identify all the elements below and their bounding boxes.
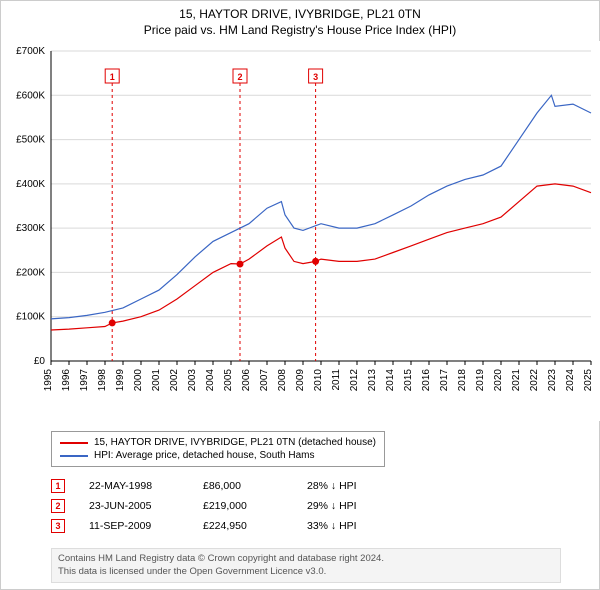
svg-text:2004: 2004 bbox=[205, 369, 216, 392]
sale-marker: 2 bbox=[51, 499, 65, 513]
svg-text:£400K: £400K bbox=[16, 179, 45, 190]
sale-diff: 28% ↓ HPI bbox=[307, 480, 397, 492]
svg-text:2002: 2002 bbox=[169, 369, 180, 392]
svg-text:2016: 2016 bbox=[421, 369, 432, 392]
svg-text:2010: 2010 bbox=[313, 369, 324, 392]
svg-text:2013: 2013 bbox=[367, 369, 378, 392]
legend: 15, HAYTOR DRIVE, IVYBRIDGE, PL21 0TN (d… bbox=[51, 431, 385, 467]
attribution-line1: Contains HM Land Registry data © Crown c… bbox=[58, 553, 554, 565]
svg-text:2006: 2006 bbox=[241, 369, 252, 392]
svg-text:2015: 2015 bbox=[403, 369, 414, 392]
svg-text:2007: 2007 bbox=[259, 369, 270, 392]
svg-text:2025: 2025 bbox=[583, 369, 594, 392]
svg-text:2017: 2017 bbox=[439, 369, 450, 392]
page-title: 15, HAYTOR DRIVE, IVYBRIDGE, PL21 0TN bbox=[1, 7, 599, 21]
sale-diff: 29% ↓ HPI bbox=[307, 500, 397, 512]
svg-text:2003: 2003 bbox=[187, 369, 198, 392]
svg-text:1999: 1999 bbox=[115, 369, 126, 392]
svg-text:2012: 2012 bbox=[349, 369, 360, 392]
legend-label: 15, HAYTOR DRIVE, IVYBRIDGE, PL21 0TN (d… bbox=[94, 437, 376, 448]
svg-text:2001: 2001 bbox=[151, 369, 162, 392]
legend-swatch bbox=[60, 455, 88, 457]
attribution-line2: This data is licensed under the Open Gov… bbox=[58, 566, 554, 578]
svg-text:£100K: £100K bbox=[16, 312, 45, 323]
legend-swatch bbox=[60, 442, 88, 444]
chart-svg: £0 £100K £200K £300K £400K £500K £600K £700K 199… bbox=[1, 41, 600, 421]
svg-text:2019: 2019 bbox=[475, 369, 486, 392]
sale-price: £224,950 bbox=[203, 520, 283, 532]
sale-row: 3 11-SEP-2009 £224,950 33% ↓ HPI bbox=[51, 516, 397, 536]
page-subtitle: Price paid vs. HM Land Registry's House … bbox=[1, 23, 599, 37]
svg-text:2009: 2009 bbox=[295, 369, 306, 392]
sale-price: £86,000 bbox=[203, 480, 283, 492]
attribution: Contains HM Land Registry data © Crown c… bbox=[51, 548, 561, 583]
sale-date: 11-SEP-2009 bbox=[89, 520, 179, 532]
sale-marker: 3 bbox=[51, 519, 65, 533]
svg-text:2020: 2020 bbox=[493, 369, 504, 392]
svg-text:1996: 1996 bbox=[61, 369, 72, 392]
svg-text:£600K: £600K bbox=[16, 90, 45, 101]
svg-text:2024: 2024 bbox=[565, 369, 576, 392]
svg-text:2011: 2011 bbox=[331, 369, 342, 391]
header: 15, HAYTOR DRIVE, IVYBRIDGE, PL21 0TN Pr… bbox=[1, 1, 599, 39]
svg-text:2023: 2023 bbox=[547, 369, 558, 392]
sale-marker: 1 bbox=[51, 479, 65, 493]
svg-text:2021: 2021 bbox=[511, 369, 522, 392]
svg-text:£0: £0 bbox=[34, 356, 46, 367]
svg-text:1995: 1995 bbox=[43, 369, 54, 392]
svg-text:2014: 2014 bbox=[385, 369, 396, 392]
svg-text:2005: 2005 bbox=[223, 369, 234, 392]
svg-text:1998: 1998 bbox=[97, 369, 108, 392]
svg-text:3: 3 bbox=[313, 72, 318, 82]
sales-table: 1 22-MAY-1998 £86,000 28% ↓ HPI 2 23-JUN-2005… bbox=[51, 476, 397, 536]
svg-text:2008: 2008 bbox=[277, 369, 288, 392]
svg-text:£700K: £700K bbox=[16, 46, 45, 57]
svg-text:2000: 2000 bbox=[133, 369, 144, 392]
svg-text:£200K: £200K bbox=[16, 267, 45, 278]
chart-area: £0 £100K £200K £300K £400K £500K £600K £700K 199… bbox=[1, 41, 600, 421]
svg-text:2: 2 bbox=[237, 72, 242, 82]
svg-text:1997: 1997 bbox=[79, 369, 90, 392]
svg-text:2018: 2018 bbox=[457, 369, 468, 392]
sale-diff: 33% ↓ HPI bbox=[307, 520, 397, 532]
svg-text:2022: 2022 bbox=[529, 369, 540, 392]
sale-price: £219,000 bbox=[203, 500, 283, 512]
svg-text:1: 1 bbox=[110, 72, 115, 82]
svg-text:£500K: £500K bbox=[16, 135, 45, 146]
chart-container: 15, HAYTOR DRIVE, IVYBRIDGE, PL21 0TN Pr… bbox=[0, 0, 600, 590]
svg-text:£300K: £300K bbox=[16, 223, 45, 234]
sale-row: 2 23-JUN-2005 £219,000 29% ↓ HPI bbox=[51, 496, 397, 516]
sale-row: 1 22-MAY-1998 £86,000 28% ↓ HPI bbox=[51, 476, 397, 496]
legend-item: HPI: Average price, detached house, Sout… bbox=[60, 449, 376, 462]
legend-item: 15, HAYTOR DRIVE, IVYBRIDGE, PL21 0TN (d… bbox=[60, 436, 376, 449]
sale-date: 23-JUN-2005 bbox=[89, 500, 179, 512]
sale-date: 22-MAY-1998 bbox=[89, 480, 179, 492]
legend-label: HPI: Average price, detached house, Sout… bbox=[94, 450, 315, 461]
